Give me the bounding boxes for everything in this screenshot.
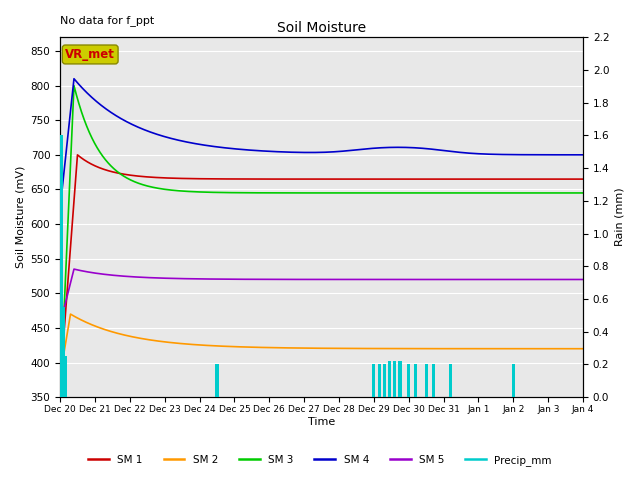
- Bar: [372, 364, 376, 397]
- Bar: [216, 364, 218, 397]
- Text: No data for f_ppt: No data for f_ppt: [60, 15, 154, 26]
- Text: VR_met: VR_met: [65, 48, 115, 61]
- Legend: SM 1, SM 2, SM 3, SM 4, SM 5, Precip_mm: SM 1, SM 2, SM 3, SM 4, SM 5, Precip_mm: [84, 451, 556, 470]
- Bar: [399, 361, 401, 397]
- X-axis label: Time: Time: [308, 417, 335, 427]
- Bar: [512, 364, 515, 397]
- Title: Soil Moisture: Soil Moisture: [277, 21, 366, 35]
- Bar: [383, 364, 386, 397]
- Y-axis label: Soil Moisture (mV): Soil Moisture (mV): [15, 166, 25, 268]
- Bar: [388, 361, 391, 397]
- Bar: [378, 364, 381, 397]
- Bar: [60, 135, 63, 397]
- Bar: [449, 364, 452, 397]
- Bar: [414, 364, 417, 397]
- Bar: [62, 307, 65, 397]
- Bar: [64, 356, 67, 397]
- Bar: [407, 364, 410, 397]
- Bar: [393, 361, 396, 397]
- Y-axis label: Rain (mm): Rain (mm): [615, 188, 625, 247]
- Bar: [424, 364, 428, 397]
- Bar: [431, 364, 435, 397]
